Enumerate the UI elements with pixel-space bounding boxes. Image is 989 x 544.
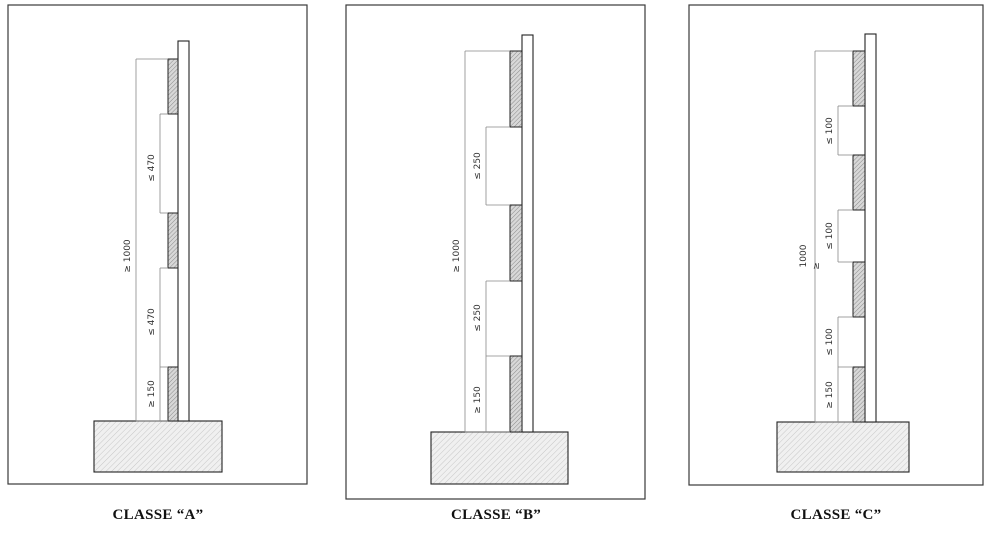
diagram-class-a: ≥ 1000 ≤ 470 ≤ 470 ≥ 150 xyxy=(7,4,308,485)
dimension-gap-1: ≤ 250 xyxy=(473,126,510,206)
total-height-label: 1000 xyxy=(799,244,809,267)
dimension-bottom: ≥ 150 xyxy=(825,367,839,422)
diagram-class-c: 1000 ≥ ≤ 100 ≤ 100 ≤ 100 ≥ 150 xyxy=(688,4,984,486)
frame-class-c xyxy=(688,4,984,486)
rail-panel-3 xyxy=(167,366,179,422)
frame-class-b xyxy=(345,4,646,500)
dimension-total: 1000 ≥ xyxy=(799,50,853,423)
frame-class-a xyxy=(7,4,308,485)
caption-class-a: CLASSE “A” xyxy=(112,507,204,523)
gap-label-1: ≤ 250 xyxy=(473,152,483,180)
dimension-gap-2: ≤ 250 xyxy=(473,280,510,357)
rail-panel-2 xyxy=(167,212,179,269)
rail-panel-3 xyxy=(509,355,523,433)
total-height-label: ≥ 1000 xyxy=(123,239,133,273)
dimension-gap-1: ≤ 470 xyxy=(147,113,168,214)
dimension-total: ≥ 1000 xyxy=(452,50,510,433)
base-slab-class-b xyxy=(430,431,569,485)
caption-class-c: CLASSE “C” xyxy=(790,507,882,523)
gap-label-2: ≤ 250 xyxy=(473,304,483,332)
rail-panel-3 xyxy=(852,261,866,318)
dimension-gap-2: ≤ 470 xyxy=(147,267,168,368)
dimension-gap-3: ≤ 100 xyxy=(825,316,853,368)
base-slab-class-a xyxy=(93,420,223,473)
gap-label-1: ≤ 100 xyxy=(825,117,835,145)
dimension-gap-2: ≤ 100 xyxy=(825,209,853,263)
rail-panel-2 xyxy=(509,204,523,282)
gap-label-2: ≤ 100 xyxy=(825,222,835,250)
base-slab-class-c xyxy=(776,421,910,473)
rail-panel-2 xyxy=(852,154,866,211)
bottom-clearance-label: ≥ 150 xyxy=(473,386,483,414)
dimension-total: ≥ 1000 xyxy=(123,58,168,422)
gap-label-3: ≤ 100 xyxy=(825,328,835,356)
bottom-clearance-label: ≥ 150 xyxy=(825,381,835,409)
dimension-bottom: ≥ 150 xyxy=(147,367,161,421)
rail-panel-1 xyxy=(852,50,866,107)
rail-panel-4 xyxy=(852,366,866,423)
rail-panel-1 xyxy=(509,50,523,128)
post-class-b xyxy=(521,34,534,433)
dimension-gap-1: ≤ 100 xyxy=(825,105,853,156)
post-class-a xyxy=(177,40,190,422)
dimension-bottom: ≥ 150 xyxy=(473,356,487,432)
diagram-class-b: ≥ 1000 ≤ 250 ≤ 250 ≥ 150 xyxy=(345,4,646,500)
bottom-clearance-label: ≥ 150 xyxy=(147,380,157,408)
post-class-c xyxy=(864,33,877,423)
gap-label-2: ≤ 470 xyxy=(147,308,157,336)
gap-label-1: ≤ 470 xyxy=(147,154,157,182)
caption-class-b: CLASSE “B” xyxy=(450,507,542,523)
rail-panel-1 xyxy=(167,58,179,115)
total-height-label: ≥ 1000 xyxy=(452,239,462,273)
total-height-symbol: ≥ xyxy=(812,262,822,270)
